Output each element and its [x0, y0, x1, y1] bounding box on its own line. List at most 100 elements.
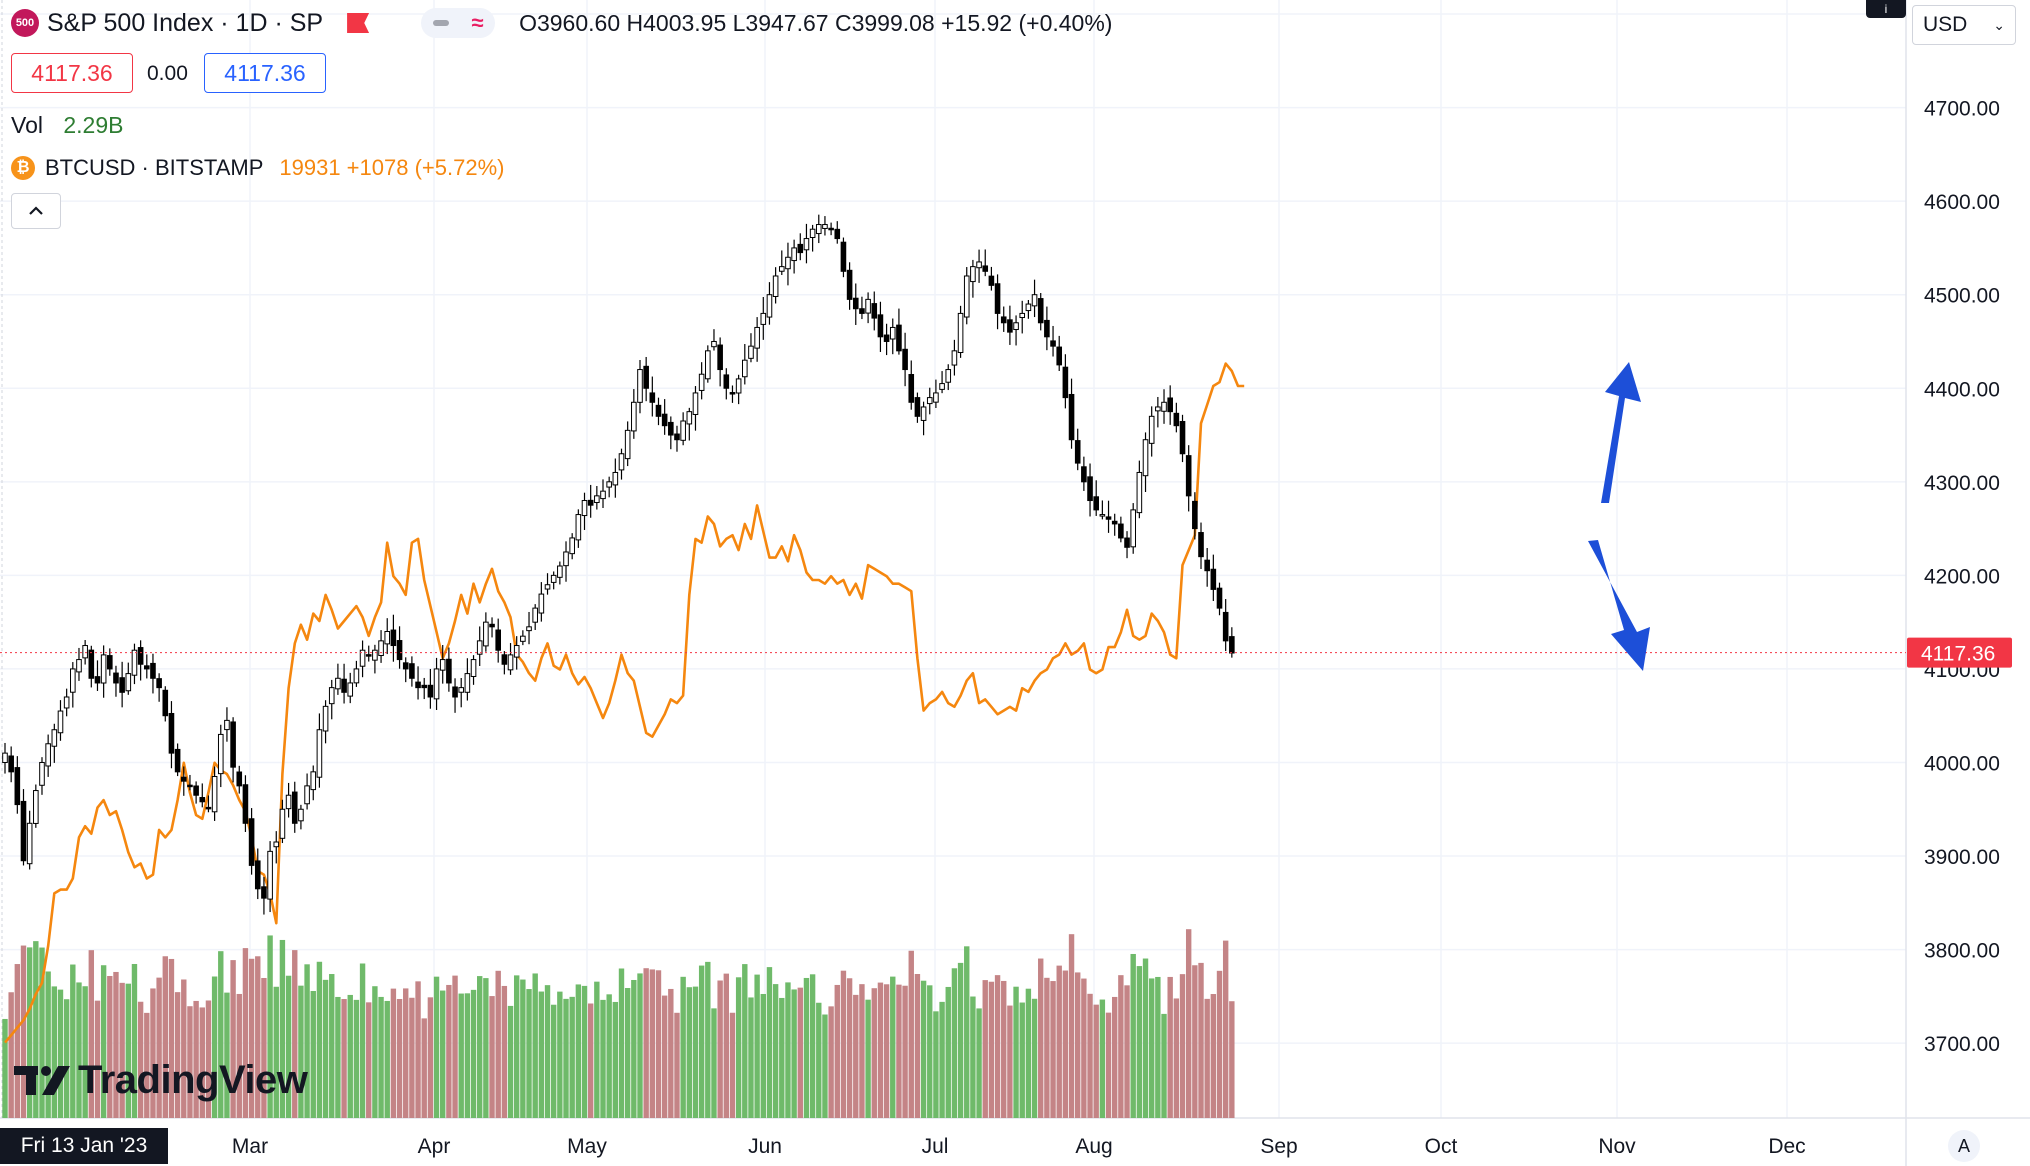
candle-body: [1142, 439, 1149, 477]
volume-bar: [840, 970, 847, 1118]
volume-bar: [378, 996, 384, 1118]
candle-body: [20, 800, 27, 862]
candle-body: [427, 684, 434, 698]
btcusd-overlay-line: [4, 362, 1245, 1044]
volume-bar: [816, 1002, 822, 1118]
volume-bar: [88, 950, 95, 1118]
candle-body: [174, 748, 181, 773]
candle-body: [569, 537, 575, 555]
btcusd-line: [4, 362, 1245, 1044]
candle-body: [711, 340, 717, 348]
candle-body: [193, 785, 199, 796]
candle-body: [1179, 420, 1186, 455]
flag-icon[interactable]: [347, 13, 370, 33]
candle-body: [273, 841, 280, 848]
volume-bar: [366, 1002, 372, 1118]
candle-body: [828, 227, 834, 231]
volume-bar: [587, 1003, 594, 1118]
currency-selector[interactable]: USD ⌄: [1912, 5, 2016, 45]
price-axis: 4800.004700.004600.004500.004400.004300.…: [1907, 4, 2012, 1056]
candle-body: [464, 673, 471, 693]
candle-body: [501, 654, 508, 665]
candle-body: [705, 350, 711, 380]
candle-body: [335, 677, 341, 690]
volume-bar: [883, 984, 890, 1118]
volume-bar: [477, 976, 483, 1118]
volume-bar: [33, 941, 39, 1118]
candle-body: [822, 224, 828, 229]
volume-bar: [988, 981, 995, 1118]
volume-bar: [729, 1012, 736, 1118]
candle-body: [402, 662, 409, 670]
candle-body: [785, 256, 791, 270]
volume-bar: [803, 977, 810, 1118]
candle-body: [1136, 471, 1143, 514]
info-icon[interactable]: i: [1866, 0, 1906, 18]
volume-bar: [896, 984, 902, 1118]
candle-body: [926, 397, 933, 405]
candle-body: [94, 676, 101, 684]
annotation-arrows: [1588, 362, 1650, 671]
volume-bar: [304, 964, 310, 1118]
candle-body: [772, 275, 779, 297]
line-mode-icon[interactable]: [432, 20, 449, 26]
candle-body: [951, 350, 958, 366]
time-tick-label: Apr: [418, 1135, 451, 1158]
overlay-value: 19931 +1078 (+5.72%): [279, 155, 505, 180]
candle-body: [507, 654, 514, 671]
volume-bar: [156, 977, 162, 1118]
volume-bar: [526, 989, 532, 1118]
candle-body: [600, 490, 606, 500]
volume-bar: [686, 987, 693, 1118]
candle-body: [1007, 319, 1013, 333]
bid-price-box[interactable]: 4117.36: [11, 53, 133, 93]
volume-bar: [1130, 953, 1136, 1118]
candle-body: [988, 275, 995, 286]
volume-bar: [483, 978, 489, 1118]
ask-price-box[interactable]: 4117.36: [204, 53, 326, 93]
candle-body: [495, 629, 501, 651]
candle-body: [458, 687, 465, 693]
candle-body: [1087, 476, 1093, 502]
volume-bar: [76, 982, 82, 1118]
volume-bar: [1192, 965, 1198, 1118]
candle-body: [143, 665, 150, 670]
volume-bar: [668, 988, 674, 1118]
volume-bar: [26, 947, 33, 1118]
volume-bar: [1179, 974, 1186, 1118]
volume-bar: [452, 975, 458, 1118]
candle-body: [279, 808, 286, 839]
volume-bar: [1210, 994, 1217, 1118]
volume-bar: [168, 958, 175, 1118]
volume-bar: [335, 996, 341, 1118]
symbol-title[interactable]: S&P 500 Index · 1D · SP: [47, 8, 324, 37]
candle-body: [452, 686, 458, 698]
volume-bar: [119, 982, 125, 1118]
volume-bar: [1136, 966, 1143, 1118]
tradingview-logo[interactable]: TradingView: [14, 1058, 308, 1103]
candle-body: [1056, 346, 1063, 366]
overlay-symbol[interactable]: BTCUSD · BITSTAMP: [45, 155, 264, 180]
wave-mode-icon[interactable]: ≈: [471, 10, 484, 35]
auto-scale-button[interactable]: A: [1948, 1130, 1980, 1162]
collapse-legend-button[interactable]: [11, 193, 61, 229]
volume-bar: [631, 979, 637, 1118]
candle-body: [1173, 412, 1180, 427]
time-tick-label: Sep: [1260, 1135, 1297, 1158]
candle-body: [415, 681, 421, 689]
candle-body: [1031, 294, 1038, 307]
volume-bar: [57, 989, 64, 1118]
chart-mode-toggle[interactable]: ≈: [421, 8, 496, 38]
candle-body: [840, 241, 847, 272]
volume-bar: [464, 993, 471, 1118]
volume-bar: [908, 950, 914, 1118]
volume-bar: [501, 985, 508, 1118]
volume-bar: [1031, 998, 1038, 1118]
candle-body: [939, 383, 945, 390]
volume-bar: [8, 992, 14, 1118]
currency-value: USD: [1923, 13, 1968, 36]
volume-bar: [1198, 962, 1204, 1118]
candle-body: [674, 433, 680, 441]
volume-bar: [1019, 1002, 1025, 1118]
